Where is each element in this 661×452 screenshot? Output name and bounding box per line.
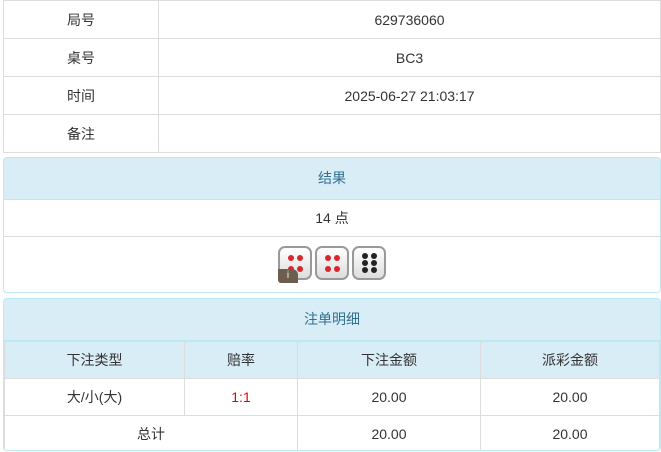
- payout: 20.00: [480, 378, 660, 416]
- result-points: 14 点: [4, 200, 660, 237]
- info-value: [158, 114, 661, 153]
- pip: [361, 267, 368, 274]
- odds: 1:1: [184, 378, 298, 416]
- total-row: 总计 20.00 20.00: [4, 415, 660, 450]
- info-value: 629736060: [158, 0, 661, 39]
- pip: [287, 254, 294, 261]
- info-label: 备注: [3, 114, 159, 153]
- table-row: 大/小(大) 1:1 20.00 20.00: [4, 378, 660, 416]
- info-label: 局号: [3, 0, 159, 39]
- round-info-table: 局号 629736060 桌号 BC3 时间 2025-06-27 21:03:17 …: [3, 0, 661, 153]
- info-label: 时间: [3, 76, 159, 115]
- info-row: 桌号 BC3: [3, 38, 661, 77]
- pip: [296, 265, 303, 272]
- header-odds: 赔率: [184, 341, 298, 379]
- die-6-icon: [352, 246, 386, 280]
- pip: [296, 254, 303, 261]
- bet-details-table: 下注类型 赔率 下注金额 派彩金额 大/小(大) 1:1 20.00 20.00…: [4, 341, 660, 450]
- result-panel: 结果 14 点 i: [3, 157, 661, 293]
- total-payout: 20.00: [480, 415, 660, 450]
- bet-details-title: 注单明细: [4, 299, 660, 341]
- total-label: 总计: [4, 415, 298, 450]
- bet-details-panel: 注单明细 下注类型 赔率 下注金额 派彩金额 大/小(大) 1:1 20.00 …: [3, 298, 661, 451]
- table-header-row: 下注类型 赔率 下注金额 派彩金额: [4, 341, 660, 379]
- header-bet-type: 下注类型: [4, 341, 185, 379]
- info-row: 备注: [3, 114, 661, 153]
- pip: [370, 252, 377, 259]
- info-label: 桌号: [3, 38, 159, 77]
- die-4-icon: [315, 246, 349, 280]
- bet-type: 大/小(大): [4, 378, 185, 416]
- pip: [333, 254, 340, 261]
- info-value: 2025-06-27 21:03:17: [158, 76, 661, 115]
- info-row: 局号 629736060: [3, 0, 661, 39]
- pip: [361, 259, 368, 266]
- pip: [333, 265, 340, 272]
- result-title: 结果: [4, 158, 660, 200]
- info-badge-icon[interactable]: i: [278, 269, 298, 283]
- header-bet-amount: 下注金额: [297, 341, 481, 379]
- pip: [361, 252, 368, 259]
- info-value: BC3: [158, 38, 661, 77]
- header-payout: 派彩金额: [480, 341, 660, 379]
- total-amount: 20.00: [297, 415, 481, 450]
- pip: [324, 265, 331, 272]
- pip: [324, 254, 331, 261]
- info-row: 时间 2025-06-27 21:03:17: [3, 76, 661, 115]
- pip: [370, 267, 377, 274]
- bet-amount: 20.00: [297, 378, 481, 416]
- pip: [370, 259, 377, 266]
- pip: [287, 265, 294, 272]
- dice-group: i: [278, 246, 386, 283]
